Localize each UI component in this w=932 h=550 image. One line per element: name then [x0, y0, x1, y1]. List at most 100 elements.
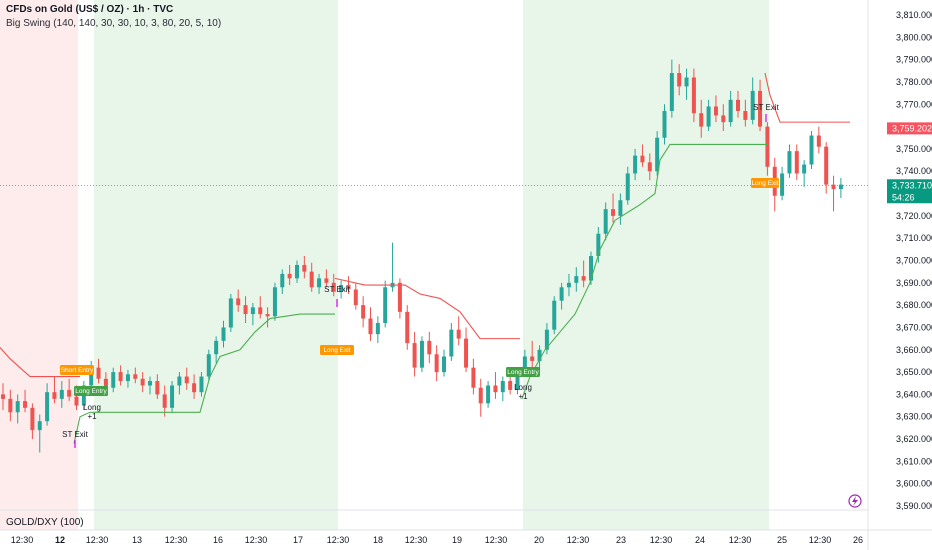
subpane-label[interactable]: GOLD/DXY (100)	[6, 517, 84, 528]
candle-body	[331, 282, 336, 292]
long-entry-tag-2[interactable]	[506, 367, 540, 377]
candle-body	[669, 73, 674, 111]
time-tick-label: 25	[777, 535, 787, 545]
short-entry-tag[interactable]	[60, 365, 94, 375]
long-note-1b: +1	[87, 412, 97, 421]
indicator-legend[interactable]: Big Swing (140, 140, 30, 30, 10, 3, 80, …	[6, 18, 222, 29]
lightning-icon[interactable]	[848, 494, 862, 508]
candle-body	[155, 381, 160, 395]
supertrend-down-3	[764, 72, 850, 123]
candle-body	[493, 385, 498, 393]
candle-body	[111, 372, 116, 388]
candle-body	[15, 401, 20, 413]
price-tick-label: 3,790.000	[896, 55, 932, 65]
candle-body	[522, 356, 527, 373]
price-tick-label: 3,770.000	[896, 99, 932, 109]
price-tick-label: 3,800.000	[896, 32, 932, 42]
candle-body	[581, 276, 586, 281]
candle-body	[103, 378, 108, 388]
candle-body	[59, 389, 64, 399]
price-tick-label: 3,740.000	[896, 166, 932, 176]
long-exit-tag-2[interactable]	[751, 178, 779, 188]
candle-body	[280, 273, 285, 288]
upper-price-text: 3,759.202	[892, 123, 932, 133]
candle-body	[500, 381, 505, 393]
candle-body	[471, 367, 476, 388]
candle-body	[8, 398, 13, 413]
long-zone-1	[94, 0, 338, 530]
candle-body	[206, 354, 211, 377]
lightning-bolt	[852, 496, 858, 506]
candle-body	[736, 99, 740, 111]
candle-body	[339, 285, 344, 292]
candle-body	[633, 155, 638, 174]
long-note-2: Long	[514, 383, 532, 392]
candle-body	[765, 126, 770, 167]
long-entry-tag-1[interactable]	[74, 386, 108, 396]
time-tick-label: 18	[373, 535, 383, 545]
short-zone	[0, 0, 78, 530]
long-entry-tag-1-label: Long Entry	[75, 388, 107, 395]
time-tick-label: 12:30	[485, 535, 508, 545]
time-tick-label: 26	[853, 535, 863, 545]
candle-body	[478, 387, 483, 404]
candle-body	[728, 99, 733, 123]
price-tick-label: 3,690.000	[896, 278, 932, 288]
candle-body	[794, 151, 799, 174]
current-price-text: 3,733.710	[892, 180, 932, 190]
candle-body	[456, 329, 461, 339]
candle-body	[655, 137, 660, 172]
candle-body	[816, 135, 821, 147]
price-tick-label: 3,780.000	[896, 77, 932, 87]
price-tick-label: 3,600.000	[896, 479, 932, 489]
upper-price-tag	[887, 122, 932, 135]
long-exit-tag-1[interactable]	[320, 345, 354, 355]
candle-body	[1, 394, 5, 399]
candle-body	[192, 383, 197, 393]
time-tick-label: 12	[55, 535, 65, 545]
candle-body	[515, 372, 520, 390]
candle-body	[721, 115, 726, 123]
long-exit-tag-1-label: Long Exit	[323, 347, 350, 354]
candle-body	[552, 300, 557, 330]
candle-body	[838, 184, 843, 190]
time-tick-label: 12:30	[165, 535, 188, 545]
candle-body	[184, 376, 189, 384]
candle-body	[802, 164, 807, 174]
candle-body	[346, 285, 351, 290]
time-tick-label: 12:30	[245, 535, 268, 545]
candle-body	[618, 200, 623, 216]
candle-body	[589, 256, 593, 281]
candle-body	[419, 340, 424, 368]
candle-body	[37, 421, 42, 431]
time-tick-label: 24	[695, 535, 705, 545]
time-tick-label: 23	[616, 535, 626, 545]
candle-body	[831, 184, 836, 190]
st-exit-1: ST Exit	[62, 430, 88, 439]
long-note-2b: +1	[518, 392, 528, 401]
supertrend-down-2	[334, 277, 520, 340]
time-tick-label: 13	[132, 535, 142, 545]
candle-body	[405, 311, 410, 344]
candle-body	[30, 407, 35, 431]
candle-body	[662, 110, 667, 138]
candle-body	[265, 314, 270, 317]
candle-body	[148, 381, 152, 386]
candle-body	[684, 77, 689, 87]
candle-body	[67, 389, 72, 397]
candle-body	[537, 349, 542, 361]
candle-body	[221, 327, 226, 341]
candle-body	[442, 356, 446, 373]
candle-body	[228, 298, 233, 328]
candle-body	[89, 367, 94, 386]
candle-body	[691, 77, 696, 114]
candle-body	[706, 106, 711, 127]
time-tick-label: 12:30	[11, 535, 34, 545]
symbol-title: CFDs on Gold (US$ / OZ) · 1h · TVC	[6, 4, 174, 15]
time-tick-label: 12:30	[567, 535, 590, 545]
candle-body	[125, 374, 130, 382]
price-tick-label: 3,590.000	[896, 501, 932, 511]
price-tick-label: 3,610.000	[896, 456, 932, 466]
time-tick-label: 20	[534, 535, 544, 545]
